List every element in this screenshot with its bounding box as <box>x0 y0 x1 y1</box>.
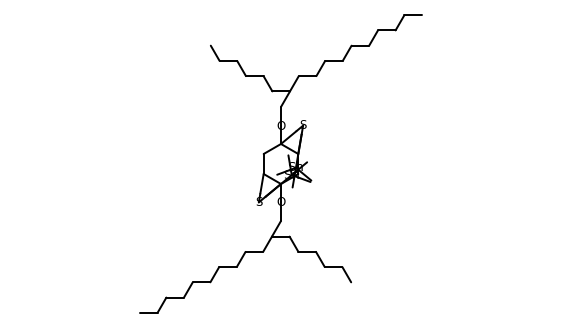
Text: Sn: Sn <box>283 169 300 182</box>
Text: O: O <box>277 119 285 133</box>
Text: Sn: Sn <box>288 161 305 174</box>
Text: S: S <box>300 119 307 132</box>
Text: O: O <box>277 195 285 209</box>
Text: S: S <box>255 196 262 209</box>
